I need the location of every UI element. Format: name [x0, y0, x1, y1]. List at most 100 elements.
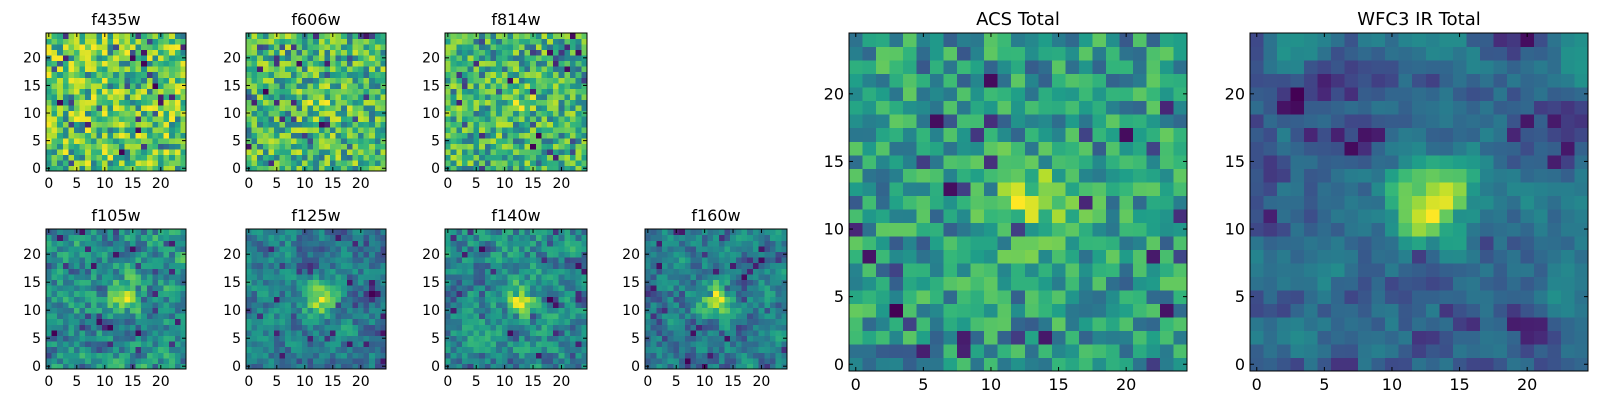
- heatmap-cell: [163, 352, 170, 359]
- heatmap-cell: [290, 318, 297, 325]
- heatmap-cell: [268, 154, 275, 161]
- heatmap-cell: [662, 346, 669, 353]
- heatmap-cell: [713, 268, 720, 275]
- heatmap-cell: [68, 33, 75, 40]
- heatmap-cell: [163, 132, 170, 139]
- heatmap-cell: [701, 262, 709, 269]
- heatmap-cell: [569, 240, 577, 247]
- heatmap-cell: [257, 115, 264, 122]
- heatmap-cell: [496, 335, 503, 342]
- heatmap-cell: [735, 268, 743, 275]
- heatmap-cell: [290, 324, 297, 331]
- heatmap-cell: [313, 301, 320, 308]
- heatmap-cell: [984, 330, 999, 345]
- heatmap-cell: [274, 137, 281, 144]
- heatmap-cell: [158, 104, 165, 111]
- heatmap-cell: [656, 290, 663, 297]
- heatmap-cell: [484, 38, 492, 45]
- heatmap-cell: [341, 273, 348, 280]
- heatmap-cell: [246, 313, 253, 320]
- heatmap-cell: [513, 60, 520, 67]
- heatmap-cell: [1065, 276, 1080, 291]
- heatmap-cell: [302, 341, 309, 348]
- heatmap-cell: [169, 357, 176, 364]
- heatmap-cell: [484, 165, 492, 172]
- heatmap-cell: [68, 352, 75, 359]
- heatmap-cell: [456, 357, 463, 364]
- heatmap-cell: [352, 115, 359, 122]
- heatmap-cell: [380, 352, 387, 359]
- heatmap-cell: [957, 249, 972, 264]
- heatmap-cell: [141, 357, 148, 364]
- heatmap-cell: [684, 234, 692, 241]
- heatmap-cell: [916, 222, 931, 237]
- heatmap-cell: [79, 77, 86, 84]
- heatmap-cell: [462, 137, 469, 144]
- heatmap-cell: [701, 307, 709, 314]
- heatmap-cell: [462, 357, 469, 364]
- heatmap-cell: [456, 126, 463, 133]
- heatmap-cell: [324, 251, 331, 258]
- heatmap-cell: [102, 154, 109, 161]
- heatmap-cell: [564, 66, 571, 73]
- heatmap-cell: [102, 279, 109, 286]
- heatmap-cell: [341, 229, 348, 236]
- heatmap-cell: [701, 335, 709, 342]
- heatmap-cell: [124, 55, 131, 62]
- heatmap-cell: [180, 273, 187, 280]
- heatmap-cells: [246, 33, 387, 172]
- heatmap-cell: [484, 251, 492, 258]
- heatmap-cell: [313, 346, 320, 353]
- heatmap-cell: [684, 346, 692, 353]
- heatmap-cell: [107, 126, 114, 133]
- heatmap-cell: [324, 66, 331, 73]
- heatmap-cell: [781, 296, 788, 303]
- heatmap-cell: [290, 363, 297, 370]
- heatmap-cell: [530, 71, 537, 78]
- heatmap-cell: [903, 303, 918, 318]
- heatmap-cell: [558, 137, 565, 144]
- heatmap-cell: [1051, 303, 1066, 318]
- heatmap-cell: [118, 77, 125, 84]
- heatmap-cell: [141, 44, 148, 51]
- heatmap-cell: [1065, 249, 1080, 264]
- heatmap-cell: [113, 38, 120, 45]
- heatmap-cell: [724, 234, 731, 241]
- y-tick-label: 5: [232, 331, 241, 347]
- heatmap-cell: [318, 93, 325, 100]
- heatmap-cell: [490, 154, 497, 161]
- heatmap-cell: [352, 121, 359, 128]
- heatmap-cell: [279, 285, 286, 292]
- heatmap-cell: [107, 165, 114, 172]
- heatmap-cell: [450, 154, 457, 161]
- heatmap-cell: [558, 115, 565, 122]
- heatmap-cell: [903, 168, 918, 183]
- heatmap-cell: [1024, 168, 1039, 183]
- heatmap-cell: [1065, 208, 1080, 223]
- heatmap-cell: [152, 143, 159, 150]
- heatmap-cell: [302, 240, 309, 247]
- heatmap-cell: [513, 346, 520, 353]
- heatmap-cell: [118, 318, 125, 325]
- heatmap-cell: [62, 257, 69, 264]
- heatmap-cell: [346, 99, 353, 106]
- heatmap-cell: [524, 240, 531, 247]
- heatmap-cell: [296, 66, 303, 73]
- heatmap-cell: [174, 313, 181, 320]
- heatmap-cell: [107, 352, 114, 359]
- heatmap-cell: [296, 324, 303, 331]
- heatmap-cell: [118, 279, 125, 286]
- heatmap-cell: [1119, 357, 1134, 372]
- heatmap-cell: [507, 88, 514, 95]
- heatmap-cell: [130, 262, 137, 269]
- heatmap-cell: [479, 82, 486, 89]
- heatmap-cell: [257, 279, 264, 286]
- heatmap-cell: [330, 104, 337, 111]
- heatmap-cell: [135, 329, 142, 336]
- heatmap-cell: [358, 110, 365, 117]
- heatmap-cell: [318, 49, 325, 56]
- heatmap-cell: [724, 313, 731, 320]
- heatmap-cell: [107, 335, 114, 342]
- heatmap-cell: [1159, 357, 1175, 372]
